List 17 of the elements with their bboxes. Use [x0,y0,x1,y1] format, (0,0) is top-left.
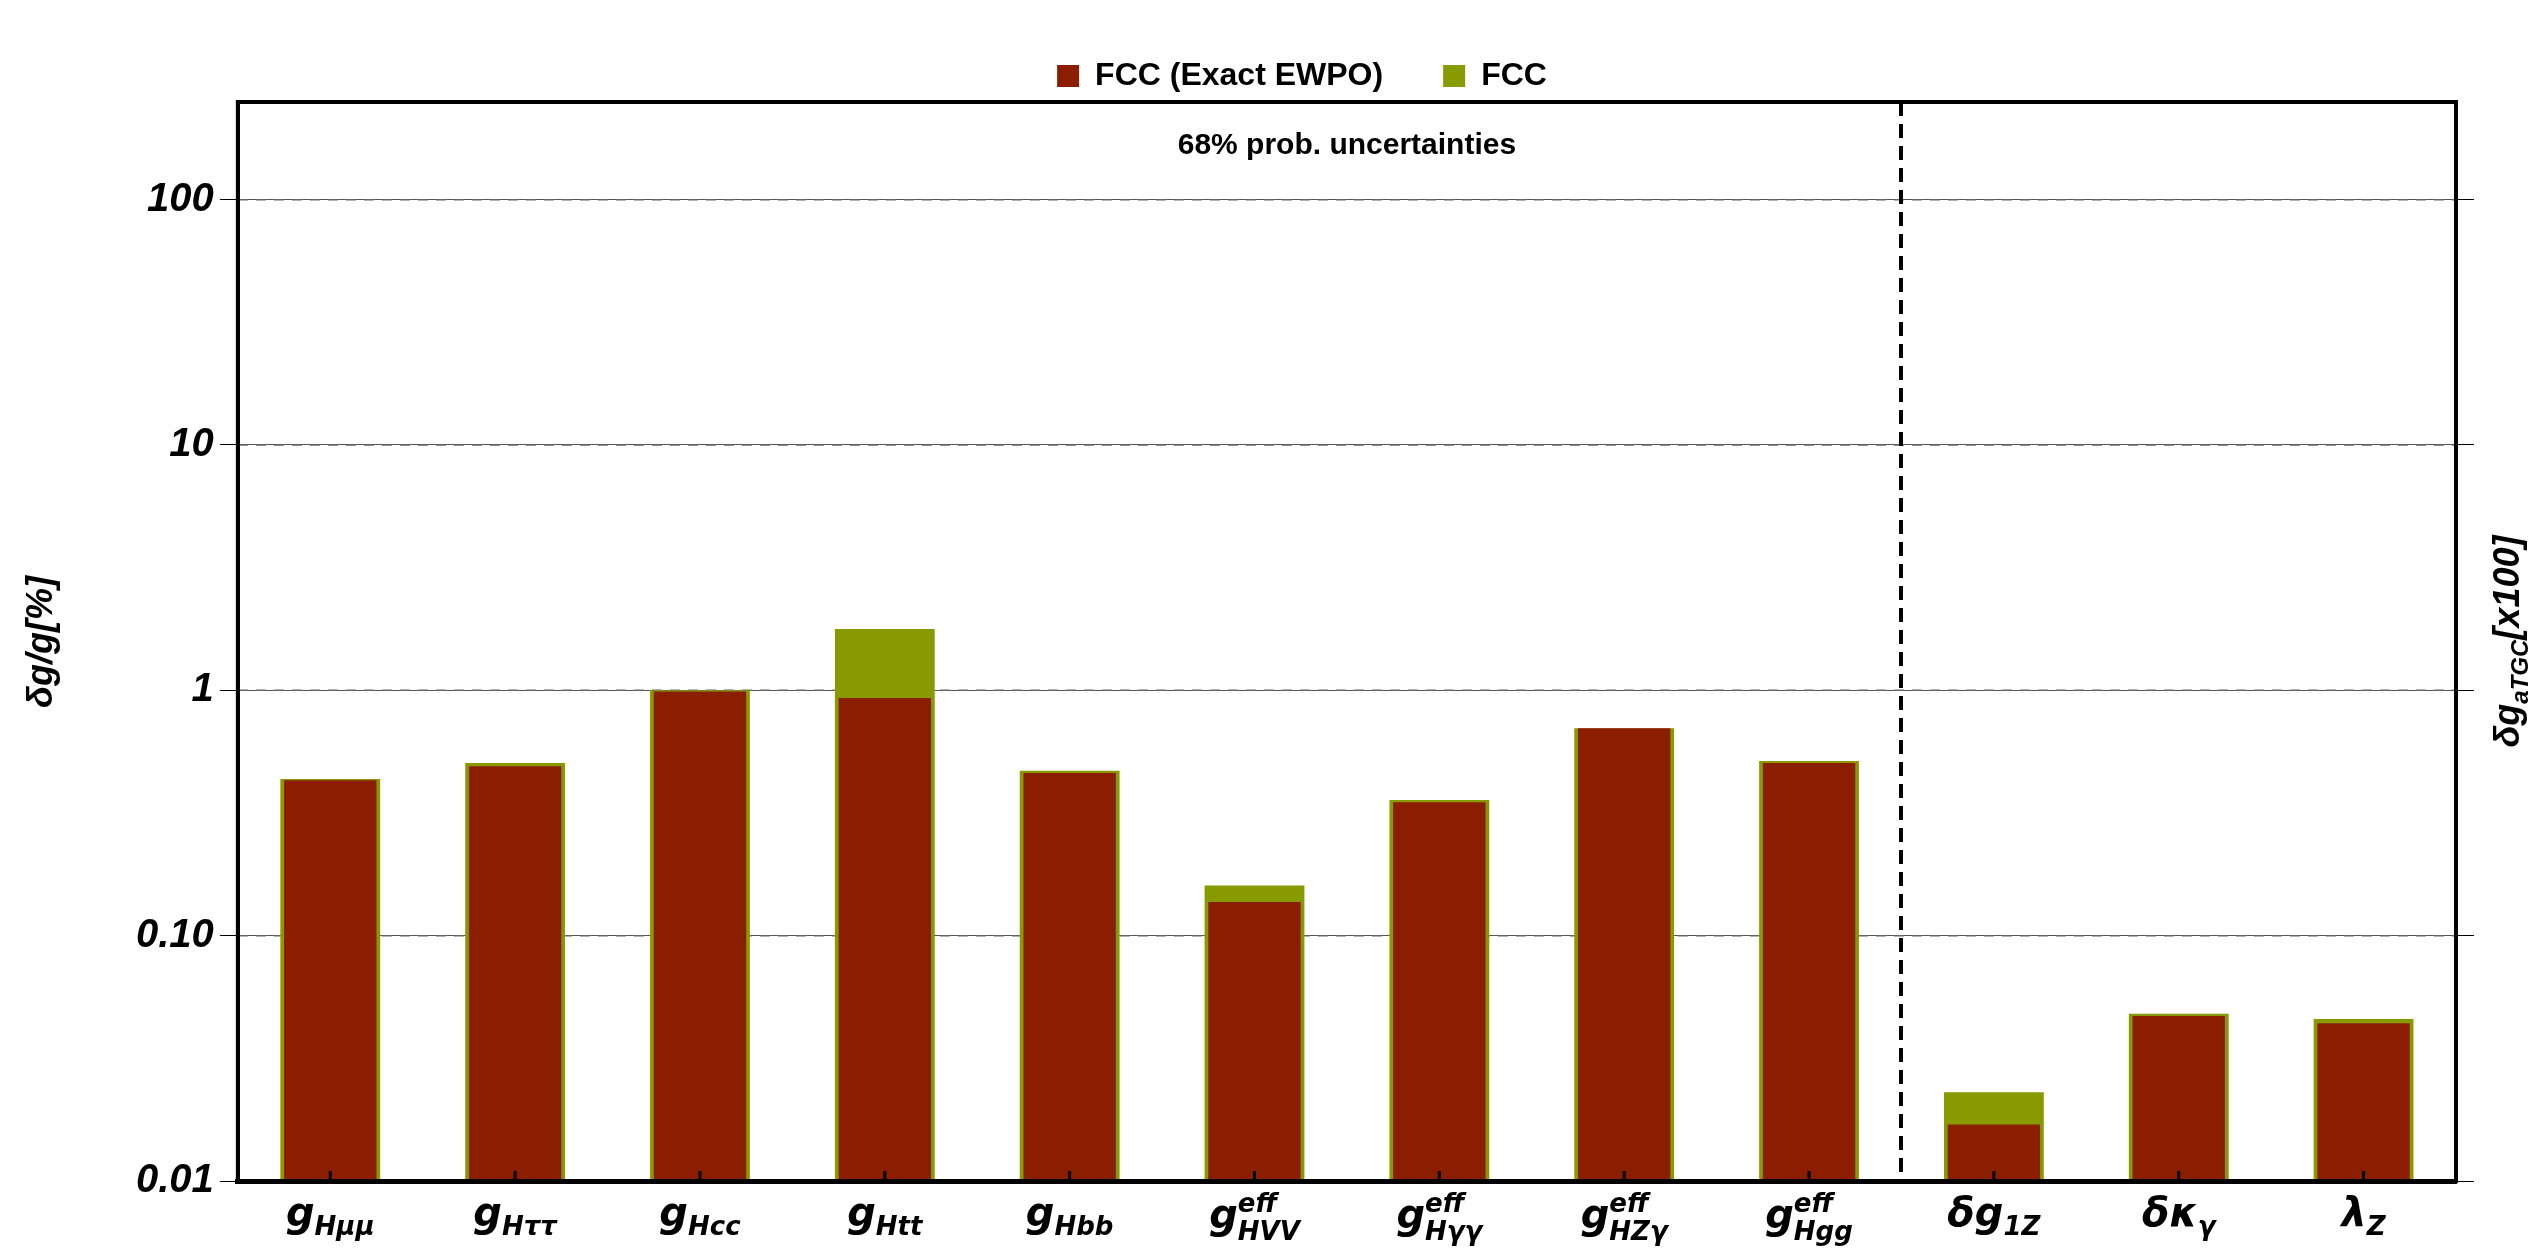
y-axis-title: δg/g[%] [18,575,61,708]
x-tick-label: g$_{Hcc}$ [659,1189,741,1241]
x-tick-label: g$_{Htt}$ [847,1189,923,1241]
x-tick-label: λ$_{Z}$ [2341,1189,2386,1241]
y-tick-label: 100 [147,174,214,219]
y-tick-label: 10 [169,420,214,464]
y-tick-label: 1 [191,665,214,710]
y-tick-label: 0.10 [135,910,214,955]
x-tick-label: g$_{Hττ}$ [473,1189,557,1241]
legend-label: FCC [1481,55,1547,92]
annotation: 68% prob. uncertainties [1177,127,1517,161]
x-tick-label: g$_{Hbb}$ [1025,1189,1114,1241]
y-tick-label: 0.01 [135,1156,214,1201]
x-tick-label: δg$_{1Z}$ [1947,1189,2041,1241]
x-tick-label: g$_{Hμμ}$ [285,1189,375,1241]
x-tick-label: δκ$_{γ}$ [2141,1189,2216,1241]
legend-label: FCC (Exact EWPO) [1095,55,1384,92]
